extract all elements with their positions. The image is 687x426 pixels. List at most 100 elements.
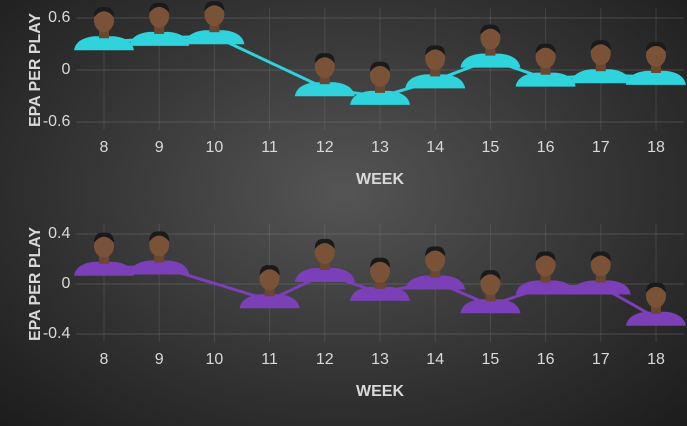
neck: [430, 68, 441, 77]
player-marker: [626, 41, 686, 85]
x-tick-label: 10: [206, 139, 224, 156]
x-tick-label: 11: [261, 351, 278, 368]
neck: [319, 262, 330, 270]
head: [370, 258, 390, 283]
head: [94, 8, 114, 33]
hair: [480, 270, 501, 281]
x-tick-label: 13: [371, 139, 389, 156]
player-marker: [294, 53, 355, 97]
player-marker: [350, 257, 410, 301]
hair: [425, 246, 446, 257]
player-marker: [129, 231, 190, 275]
neck: [99, 30, 109, 39]
neck: [154, 254, 165, 263]
neck: [595, 63, 606, 72]
x-tick-label: 9: [155, 351, 164, 368]
hair: [259, 265, 280, 276]
player-marker: [294, 238, 355, 282]
jersey: [294, 268, 355, 282]
player-marker: [184, 1, 245, 45]
jersey: [239, 294, 300, 309]
y-tick-label: -0.6: [43, 113, 71, 130]
jersey: [74, 36, 134, 51]
series-line: [103, 34, 657, 99]
neck: [540, 66, 551, 75]
hair: [535, 43, 556, 54]
jersey: [294, 82, 355, 97]
x-tick-label: 9: [155, 139, 164, 156]
head: [480, 25, 501, 50]
hair: [314, 238, 335, 249]
player-marker: [74, 7, 134, 51]
jersey: [626, 311, 686, 326]
neck: [99, 255, 109, 264]
jersey: [74, 261, 134, 276]
jersey: [350, 90, 410, 105]
jersey: [626, 70, 686, 85]
hair: [94, 7, 114, 18]
hair: [480, 24, 501, 35]
player-marker: [405, 45, 466, 89]
neck: [540, 274, 551, 283]
neck: [154, 25, 165, 34]
head: [94, 233, 114, 258]
hair: [370, 257, 390, 268]
x-tick-label: 18: [647, 139, 665, 156]
x-tick-label: 10: [206, 351, 224, 368]
jersey: [515, 72, 576, 87]
neck: [485, 293, 496, 302]
x-tick-label: 16: [537, 351, 555, 368]
hair: [425, 45, 446, 56]
hair: [535, 251, 556, 262]
head: [149, 3, 170, 28]
neck: [485, 47, 496, 56]
y-tick-label: 0.6: [48, 9, 70, 26]
player-marker: [350, 61, 410, 105]
neck: [375, 84, 385, 93]
head: [259, 266, 280, 291]
head: [204, 2, 225, 27]
jersey: [405, 74, 466, 89]
jersey: [570, 280, 631, 295]
head: [314, 54, 335, 79]
x-tick-label: 12: [316, 139, 334, 156]
hair: [314, 53, 335, 64]
x-axis-title: WEEK: [356, 171, 404, 188]
head: [646, 283, 666, 308]
head: [535, 252, 556, 277]
x-tick-label: 17: [592, 351, 610, 368]
x-tick-label: 11: [261, 139, 278, 156]
y-tick-label: -0.4: [43, 325, 71, 342]
hair: [646, 41, 666, 52]
y-tick-label: 0: [61, 275, 70, 292]
hair: [149, 231, 170, 242]
player-marker: [570, 40, 631, 84]
x-tick-label: 15: [482, 351, 500, 368]
x-tick-label: 14: [426, 351, 444, 368]
hair: [590, 251, 611, 262]
neck: [209, 24, 220, 33]
y-axis-title: EPA PER PLAY: [27, 13, 44, 127]
head: [646, 42, 666, 67]
player-marker: [239, 265, 300, 309]
jersey: [460, 299, 521, 314]
y-tick-label: 0: [61, 61, 70, 78]
player-marker: [74, 232, 134, 276]
jersey: [129, 260, 190, 275]
jersey: [129, 31, 190, 46]
x-tick-label: 18: [647, 351, 665, 368]
y-axis-title: EPA PER PLAY: [27, 227, 44, 341]
jersey: [350, 286, 410, 301]
player-marker: [129, 2, 190, 46]
x-tick-label: 12: [316, 351, 334, 368]
hair: [204, 1, 225, 12]
player-marker: [626, 282, 686, 326]
neck: [264, 288, 275, 297]
neck: [651, 305, 661, 314]
hair: [590, 40, 611, 51]
neck: [319, 76, 330, 85]
head: [314, 240, 335, 264]
x-tick-label: 8: [100, 139, 109, 156]
neck: [375, 280, 385, 289]
head: [370, 62, 390, 87]
